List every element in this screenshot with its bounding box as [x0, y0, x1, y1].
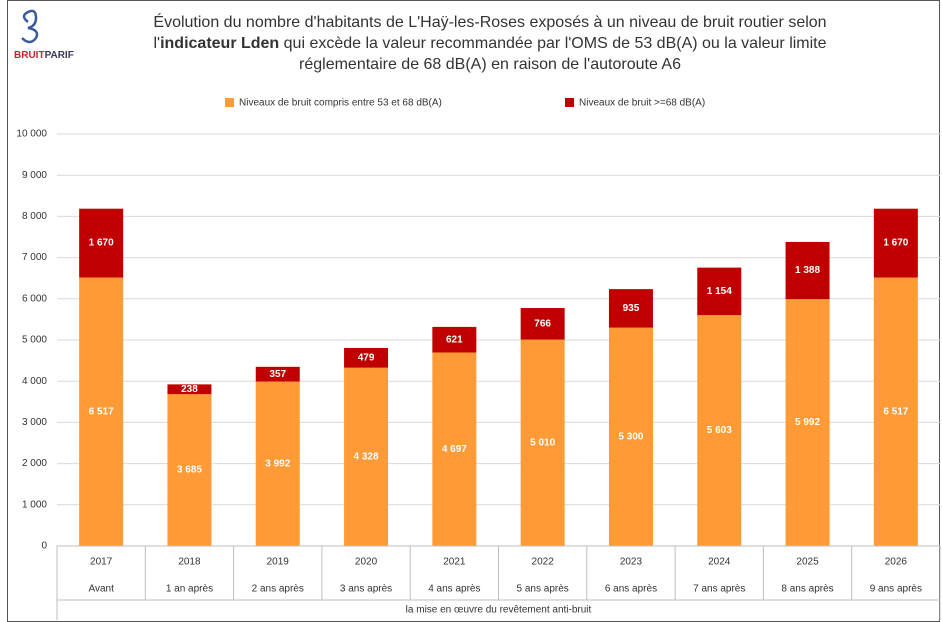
x-sub-label: 6 ans après — [605, 584, 657, 595]
logo: BRUITPARIF — [14, 50, 74, 61]
x-sub-label: 1 an après — [166, 584, 213, 595]
value-label: 479 — [358, 352, 375, 363]
x-sub-label: 4 ans après — [428, 584, 480, 595]
y-tick-label: 8 000 — [22, 211, 47, 222]
value-label: 3 685 — [177, 465, 202, 476]
bar-segment — [520, 339, 565, 546]
bar-segment — [608, 327, 653, 546]
x-tick-label: 2026 — [885, 557, 908, 568]
x-tick-label: 2022 — [532, 557, 555, 568]
value-label: 238 — [181, 384, 198, 395]
chart-title: Évolution du nombre d'habitants de L'Haÿ… — [130, 12, 850, 75]
legend-label: Niveaux de bruit >=68 dB(A) — [579, 98, 705, 109]
value-label: 1 154 — [707, 286, 732, 297]
x-sub-label: 3 ans après — [340, 584, 392, 595]
x-tick-label: 2020 — [355, 557, 378, 568]
x-sub-label: 5 ans après — [517, 584, 569, 595]
value-label: 4 697 — [442, 444, 467, 455]
y-tick-label: 0 — [41, 541, 47, 552]
logo-part: PARIF — [44, 50, 74, 61]
x-tick-label: 2017 — [90, 557, 113, 568]
x-sub-label: 2 ans après — [252, 584, 304, 595]
x-tick-label: 2025 — [796, 557, 819, 568]
legend-label: Niveaux de bruit compris entre 53 et 68 … — [239, 98, 442, 109]
bar-segment — [432, 352, 477, 546]
value-label: 766 — [534, 318, 551, 329]
y-tick-label: 2 000 — [22, 458, 47, 469]
y-tick-label: 3 000 — [22, 417, 47, 428]
bar-segment — [785, 241, 830, 300]
y-tick-label: 9 000 — [22, 170, 47, 181]
value-label: 357 — [269, 369, 286, 380]
legend-swatch — [565, 98, 574, 107]
bar-segment — [255, 381, 300, 546]
bar-segment — [873, 277, 918, 546]
value-label: 5 010 — [530, 437, 555, 448]
title-part: Évolution du nombre d'habitants de L'Haÿ… — [153, 14, 827, 52]
bar-segment — [697, 315, 742, 546]
value-label: 3 992 — [265, 458, 290, 469]
y-tick-label: 5 000 — [22, 335, 47, 346]
value-label: 1 670 — [883, 238, 908, 249]
legend-swatch — [225, 98, 234, 107]
y-tick-label: 4 000 — [22, 376, 47, 387]
y-tick-label: 6 000 — [22, 293, 47, 304]
x-sub-label: 9 ans après — [870, 584, 922, 595]
bar-segment — [432, 326, 477, 353]
title-part: qui excède la valeur recommandée par l'O… — [279, 35, 827, 73]
bar-segment — [79, 277, 124, 546]
x-group-label: la mise en œuvre du revêtement anti-brui… — [406, 605, 592, 616]
bar-segment — [697, 267, 742, 316]
bar-segment — [608, 289, 653, 328]
bar-segment — [79, 208, 124, 278]
value-label: 621 — [446, 334, 463, 345]
bar-segment — [873, 208, 918, 278]
bar-segment — [344, 347, 389, 368]
logo-icon — [21, 9, 39, 44]
value-label: 1 670 — [89, 238, 114, 249]
x-tick-label: 2021 — [443, 557, 466, 568]
value-label: 5 603 — [707, 425, 732, 436]
value-label: 1 388 — [795, 265, 820, 276]
x-sub-label: 7 ans après — [693, 584, 745, 595]
y-tick-label: 1 000 — [22, 499, 47, 510]
bar-segment — [785, 299, 830, 546]
title-part: indicateur Lden — [160, 35, 280, 52]
y-tick-label: 7 000 — [22, 252, 47, 263]
value-label: 935 — [623, 303, 640, 314]
logo-part: BRUIT — [14, 50, 45, 61]
y-tick-label: 10 000 — [16, 129, 47, 140]
value-label: 4 328 — [354, 451, 379, 462]
value-label: 6 517 — [883, 406, 908, 417]
bar-segment — [520, 308, 565, 340]
x-tick-label: 2024 — [708, 557, 731, 568]
value-label: 5 300 — [618, 431, 643, 442]
x-tick-label: 2023 — [620, 557, 643, 568]
bar-segment — [167, 384, 212, 395]
x-sub-label: Avant — [88, 584, 114, 595]
bar-segment — [167, 394, 212, 546]
value-label: 6 517 — [89, 406, 114, 417]
bar-segment — [344, 367, 389, 546]
x-sub-label: 8 ans après — [781, 584, 833, 595]
x-tick-label: 2018 — [178, 557, 201, 568]
x-tick-label: 2019 — [267, 557, 290, 568]
value-label: 5 992 — [795, 417, 820, 428]
bar-segment — [255, 366, 300, 382]
